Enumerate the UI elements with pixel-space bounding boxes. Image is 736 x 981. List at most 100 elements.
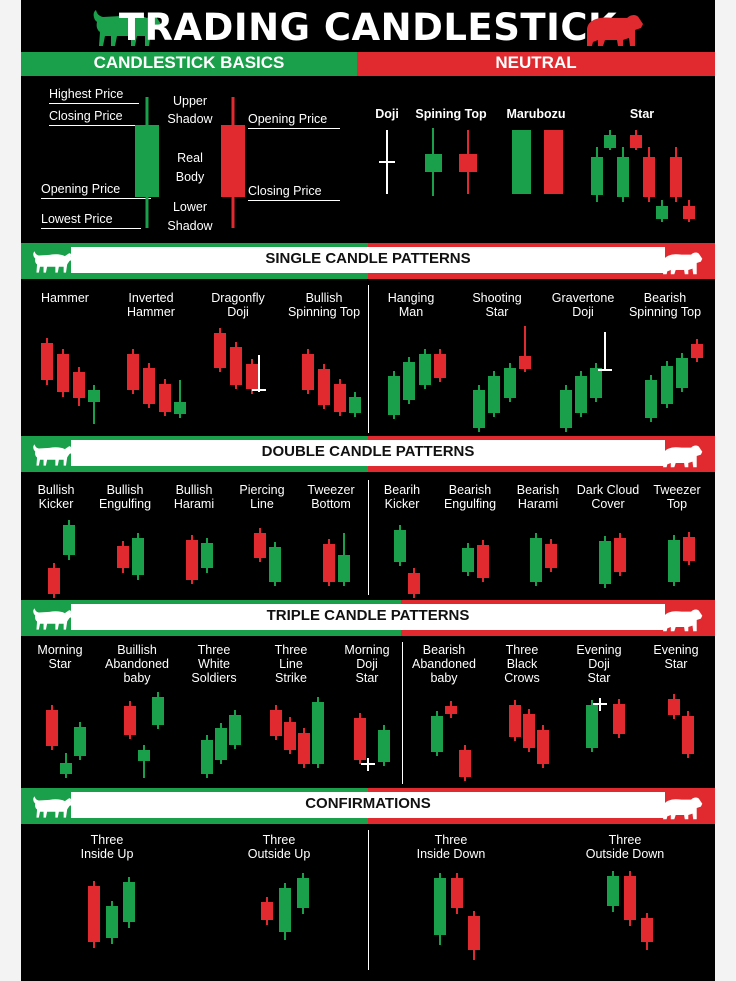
triple-pattern-label-2: Three White Soldiers — [191, 643, 237, 685]
bearish-candle-83 — [468, 911, 480, 960]
confirm-pattern-label-2: Three Inside Down — [416, 833, 486, 861]
single-pattern-label-4: Hanging Man — [387, 291, 435, 319]
bearish-candle-diagram — [221, 97, 245, 228]
bullish-candle-77 — [123, 877, 135, 928]
triple-pattern-label-0: Morning Star — [37, 643, 83, 671]
triple-section-title: TRIPLE CANDLE PATTERNS — [266, 607, 470, 624]
bullish-candle-55 — [152, 692, 164, 729]
bearish-candle-50 — [46, 705, 58, 750]
pattern-candles — [41, 326, 703, 960]
confirm-pattern-label-0: Three Inside Up — [80, 833, 134, 861]
bullish-candle-44 — [530, 533, 542, 586]
bearish-candle-0 — [41, 338, 53, 385]
bullish-candle-33 — [132, 533, 144, 580]
neutral-spinning-top-label: Spining Top — [415, 107, 487, 121]
confirm-divider — [368, 830, 369, 970]
lowest-price-label: Lowest Price — [41, 212, 141, 229]
bearish-candle-5 — [143, 363, 155, 408]
bearish-candle-53 — [124, 701, 136, 739]
bullish-candle-39 — [338, 533, 350, 586]
double-pattern-label-2: Bullish Harami — [173, 483, 215, 511]
confirm-section-banner: CONFIRMATIONS — [21, 788, 715, 824]
doji-candle-0 — [252, 355, 266, 392]
bearish-candle-43 — [477, 540, 489, 582]
double-pattern-label-0: Bullish Kicker — [37, 483, 75, 511]
bullish-candle-20 — [488, 371, 500, 417]
bearish-candle-45 — [545, 539, 557, 572]
double-pattern-label-9: Tweezer Top — [653, 483, 701, 511]
bearish-candle-2 — [73, 367, 85, 406]
bearish-candle-60 — [284, 717, 296, 754]
bearish-candle-68 — [509, 700, 521, 741]
bearish-candle-72 — [613, 699, 625, 738]
bear-icon — [663, 252, 703, 275]
bearish-candle-41 — [408, 568, 420, 598]
opening-price-label: Opening Price — [41, 182, 151, 199]
bearish-candle-47 — [614, 533, 626, 576]
bullish-candle-3 — [88, 385, 100, 424]
highest-price-label: Highest Price — [49, 87, 139, 104]
bullish-candle-58 — [229, 710, 241, 749]
bullish-candle-57 — [215, 723, 227, 764]
bearish-candle-75 — [88, 881, 100, 948]
neutral-star-label: Star — [629, 107, 655, 121]
bullish-candle-24 — [575, 371, 587, 417]
bullish-candle-7 — [174, 380, 186, 418]
bullish-candle-62 — [312, 697, 324, 768]
bullish-candle-76 — [106, 901, 118, 944]
bearish-candle-66 — [445, 701, 457, 718]
bullish-candle-81 — [434, 873, 446, 945]
triple-divider — [402, 642, 403, 784]
basics-header-label: CANDLESTICK BASICS — [93, 53, 285, 72]
single-pattern-label-7: Bearish Spinning Top — [628, 291, 702, 319]
bearish-candle-70 — [537, 725, 549, 768]
bear-icon — [663, 609, 703, 632]
bullish-candle-42 — [462, 543, 474, 576]
double-pattern-label-7: Bearish Harami — [516, 483, 560, 511]
bullish-candle-23 — [560, 385, 572, 432]
bearish-candle-67 — [459, 745, 471, 781]
single-pattern-label-1: Inverted Hammer — [127, 291, 175, 319]
double-section-title: DOUBLE CANDLE PATTERNS — [261, 443, 475, 460]
bearish-candle-11 — [302, 349, 314, 394]
bullish-candle-79 — [279, 883, 291, 940]
doji-candle-3 — [593, 698, 607, 711]
triple-pattern-label-4: Morning Doji Star — [344, 643, 390, 685]
bear-icon — [663, 797, 703, 820]
neutral-marubozu-label: Marubozu — [506, 107, 566, 121]
bull-icon — [33, 608, 74, 630]
bearish-candle-78 — [261, 897, 273, 925]
triple-pattern-label-3: Three Line Strike — [274, 643, 308, 685]
bearish-candle-22 — [519, 326, 531, 372]
bearish-candle-6 — [159, 379, 171, 416]
bullish-candle-54 — [138, 745, 150, 778]
bearish-candle-73 — [668, 694, 680, 719]
upper-shadow-label: Upper Shadow — [167, 94, 213, 126]
bullish-candle-35 — [201, 538, 213, 573]
bullish-candle-15 — [388, 371, 400, 419]
bull-icon — [33, 796, 74, 818]
doji-candle-1 — [598, 332, 612, 371]
bullish-candle-31 — [63, 520, 75, 560]
bullish-candle-71 — [586, 700, 598, 752]
neutral-candles — [379, 128, 695, 222]
neutral-header-label: NEUTRAL — [495, 53, 577, 72]
bearish-candle-1 — [57, 349, 69, 397]
bull-icon — [33, 444, 74, 466]
bearish-candle-49 — [683, 532, 695, 565]
bearish-candle-34 — [186, 535, 198, 584]
single-pattern-label-5: Shooting Star — [472, 291, 522, 319]
opening-price-right-label: Opening Price — [248, 112, 340, 129]
double-pattern-label-6: Bearish Engulfing — [443, 483, 497, 511]
bearish-candle-85 — [624, 871, 636, 926]
bull-icon — [93, 10, 161, 46]
bear-icon — [587, 15, 643, 46]
bullish-candle-46 — [599, 536, 611, 588]
bearish-candle-18 — [434, 349, 446, 382]
double-pattern-label-8: Dark Cloud Cover — [576, 483, 640, 511]
single-section-title: SINGLE CANDLE PATTERNS — [265, 250, 471, 267]
double-pattern-label-4: Tweezer Bottom — [307, 483, 355, 511]
bullish-candle-84 — [607, 871, 619, 912]
double-divider — [368, 480, 369, 595]
bullish-candle-27 — [661, 361, 673, 408]
